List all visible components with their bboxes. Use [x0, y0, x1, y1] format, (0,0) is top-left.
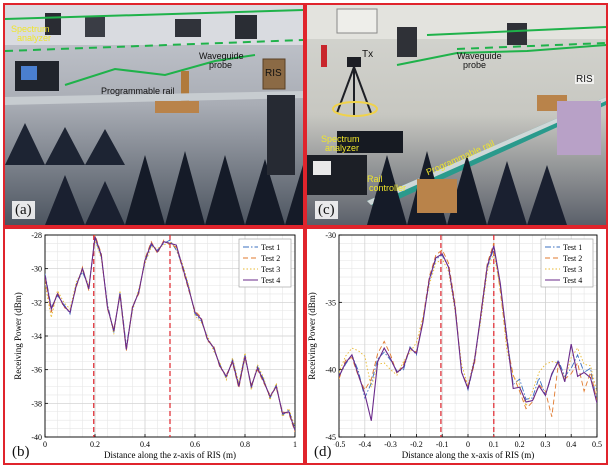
panel-label-d: (d): [311, 443, 335, 461]
x-tick-label: 0: [466, 440, 470, 449]
y-tick-label: -36: [31, 366, 42, 375]
legend-label-2: Test 2: [563, 254, 582, 263]
y-tick-label: -28: [31, 231, 42, 240]
x-tick-label: 0: [43, 440, 47, 449]
y-tick-label: -45: [325, 433, 336, 442]
series-line-4: [45, 236, 295, 431]
waveguide-probe-annotation-line2: probe: [463, 60, 487, 70]
x-tick-label: 0.1: [489, 440, 499, 449]
rail-controller-annotation-line2: controller: [369, 183, 407, 193]
x-tick-label: 0.5: [592, 440, 602, 449]
legend-label-1: Test 1: [563, 243, 582, 252]
programmable-rail-annotation: Programmable rail: [101, 86, 175, 96]
y-tick-label: -30: [325, 231, 336, 240]
y-tick-label: -38: [31, 399, 42, 408]
y-tick-label: -35: [325, 298, 336, 307]
photo-panel-a: Spectrum analyzer Waveguide probe RIS Pr…: [3, 3, 305, 227]
rail-controller-annotation-line1: Rail: [367, 174, 383, 184]
legend-label-3: Test 3: [261, 265, 280, 274]
ris-annotation: RIS: [265, 68, 282, 79]
panel-label-c: (c): [315, 201, 338, 219]
panel-label-a: (a): [12, 201, 35, 219]
y-tick-label: -32: [31, 298, 42, 307]
chart-x-axis: -0.5 -0.4 -0.3 -0.2 -0.1 0 0.1 0.2 0.3 0.4 0.5 -45 -…: [307, 231, 602, 460]
waveguide-probe-annotation-line1: Waveguide: [457, 51, 502, 61]
legend-label-3: Test 3: [563, 265, 582, 274]
waveguide-probe-annotation-line2: probe: [209, 60, 233, 70]
panel-label-b: (b): [9, 443, 33, 461]
series-line-4: [339, 245, 597, 421]
x-tick-label: 0.4: [566, 440, 576, 449]
y-tick-label: -30: [31, 265, 42, 274]
y-axis-label: Receiving Power (dBm): [307, 292, 317, 379]
spectrum-analyzer-annotation-line2: analyzer: [17, 33, 52, 43]
spectrum-analyzer-annotation-line1: Spectrum: [321, 134, 360, 144]
spectrum-analyzer-annotation-line2: analyzer: [325, 143, 360, 153]
y-axis-label: Receiving Power (dBm): [13, 292, 23, 379]
x-axis-label: Distance along the z-axis of RIS (m): [104, 450, 236, 460]
x-tick-label: 1: [293, 440, 297, 449]
x-tick-label: 0.4: [140, 440, 150, 449]
x-tick-label: 0.2: [515, 440, 525, 449]
x-tick-label: 0.6: [190, 440, 200, 449]
x-tick-label: -0.1: [436, 440, 449, 449]
legend-label-2: Test 2: [261, 254, 280, 263]
legend-label-1: Test 1: [261, 243, 280, 252]
lab-photo-c: [307, 5, 606, 225]
x-tick-label: -0.4: [358, 440, 371, 449]
x-axis-label: Distance along the x-axis of RIS (m): [402, 450, 534, 460]
y-tick-label: -40: [325, 366, 336, 375]
lab-photo-a: [5, 5, 303, 225]
x-tick-label: 0.2: [90, 440, 100, 449]
chart-panel-d: -0.5 -0.4 -0.3 -0.2 -0.1 0 0.1 0.2 0.3 0.4 0.5 -45 -…: [305, 227, 608, 465]
ris-annotation: RIS: [575, 74, 594, 85]
x-tick-label: -0.2: [410, 440, 423, 449]
chart-z-axis: 0 0.2 0.4 0.6 0.8 1 -40 -38 -36 -34 -32 -30 -28 Dista…: [13, 231, 297, 460]
legend-label-4: Test 4: [563, 276, 582, 285]
legend-label-4: Test 4: [261, 276, 280, 285]
series-group: [339, 242, 597, 421]
waveguide-probe-annotation-line1: Waveguide: [199, 51, 244, 61]
spectrum-analyzer-annotation-line1: Spectrum: [11, 24, 50, 34]
y-tick-label: -34: [31, 332, 42, 341]
x-tick-label: 0.8: [240, 440, 250, 449]
tx-annotation: Tx: [362, 49, 374, 60]
series-line-2: [339, 242, 597, 417]
series-group: [45, 235, 295, 433]
x-tick-label: 0.3: [540, 440, 550, 449]
y-tick-label: -40: [31, 433, 42, 442]
chart-panel-b: 0 0.2 0.4 0.6 0.8 1 -40 -38 -36 -34 -32 -30 -28 Dista…: [3, 227, 305, 465]
photo-panel-c: Tx Waveguide probe RIS Spectrum analyzer…: [305, 3, 608, 227]
x-tick-label: -0.3: [384, 440, 397, 449]
x-tick-label: -0.5: [333, 440, 346, 449]
series-line-1: [45, 238, 295, 429]
